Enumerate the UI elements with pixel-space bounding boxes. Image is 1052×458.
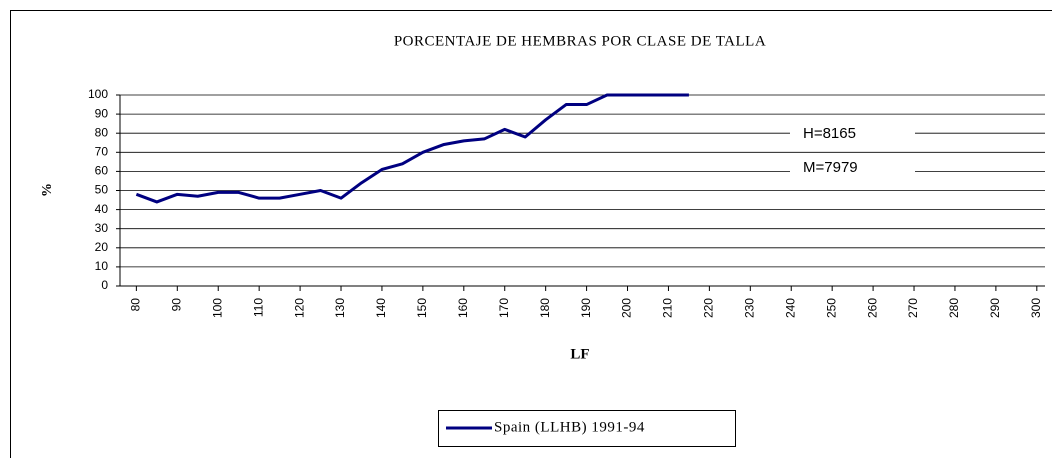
- x-tick-label: 180: [538, 298, 552, 318]
- x-tick-label: 160: [456, 298, 470, 318]
- x-tick-label: 280: [947, 298, 961, 318]
- legend-label: Spain (LLHB) 1991-94: [494, 419, 645, 435]
- y-tick-label: 50: [95, 183, 109, 197]
- x-tick-label: 90: [169, 298, 183, 312]
- x-tick-label: 110: [251, 298, 265, 317]
- x-tick-label: 150: [415, 298, 429, 318]
- x-tick-label: 130: [333, 298, 347, 318]
- x-tick-label: 190: [579, 298, 593, 318]
- chart-frame: [10, 10, 1052, 458]
- y-tick-label: 0: [101, 278, 108, 292]
- x-tick-label: 120: [292, 298, 306, 318]
- y-tick-label: 30: [95, 221, 109, 235]
- x-tick-label: 290: [988, 298, 1002, 318]
- y-tick-label: 40: [95, 202, 109, 216]
- chart-title: PORCENTAJE DE HEMBRAS POR CLASE DE TALLA: [394, 33, 766, 49]
- y-tick-label: 60: [95, 164, 109, 178]
- x-tick-label: 140: [374, 298, 388, 318]
- y-axis-label: %: [40, 183, 55, 197]
- y-tick-label: 80: [95, 125, 109, 139]
- annotation-box: [790, 159, 915, 177]
- x-tick-label: 100: [210, 298, 224, 318]
- data-line: [135, 93, 689, 204]
- y-tick-label: 90: [95, 106, 109, 120]
- y-tick-label: 20: [95, 240, 109, 254]
- x-tick-label: 270: [906, 298, 920, 318]
- x-tick-label: 250: [824, 298, 838, 318]
- x-tick-label: 260: [865, 298, 879, 318]
- y-tick-label: 100: [88, 87, 108, 101]
- x-tick-label: 240: [783, 298, 797, 318]
- x-tick-label: 220: [702, 298, 716, 318]
- y-tick-label: 10: [95, 259, 109, 273]
- x-tick-label: 210: [661, 298, 675, 318]
- annotation-box: [790, 125, 915, 143]
- x-tick-label: 170: [497, 298, 511, 318]
- x-tick-label: 300: [1029, 298, 1043, 318]
- y-tick-label: 70: [95, 144, 109, 158]
- annotation: H=8165: [803, 125, 856, 142]
- x-tick-label: 230: [742, 298, 756, 318]
- x-tick-label: 80: [129, 298, 143, 312]
- x-tick-label: 200: [620, 298, 634, 318]
- annotation: M=7979: [803, 159, 858, 176]
- x-axis-label: LF: [570, 346, 589, 362]
